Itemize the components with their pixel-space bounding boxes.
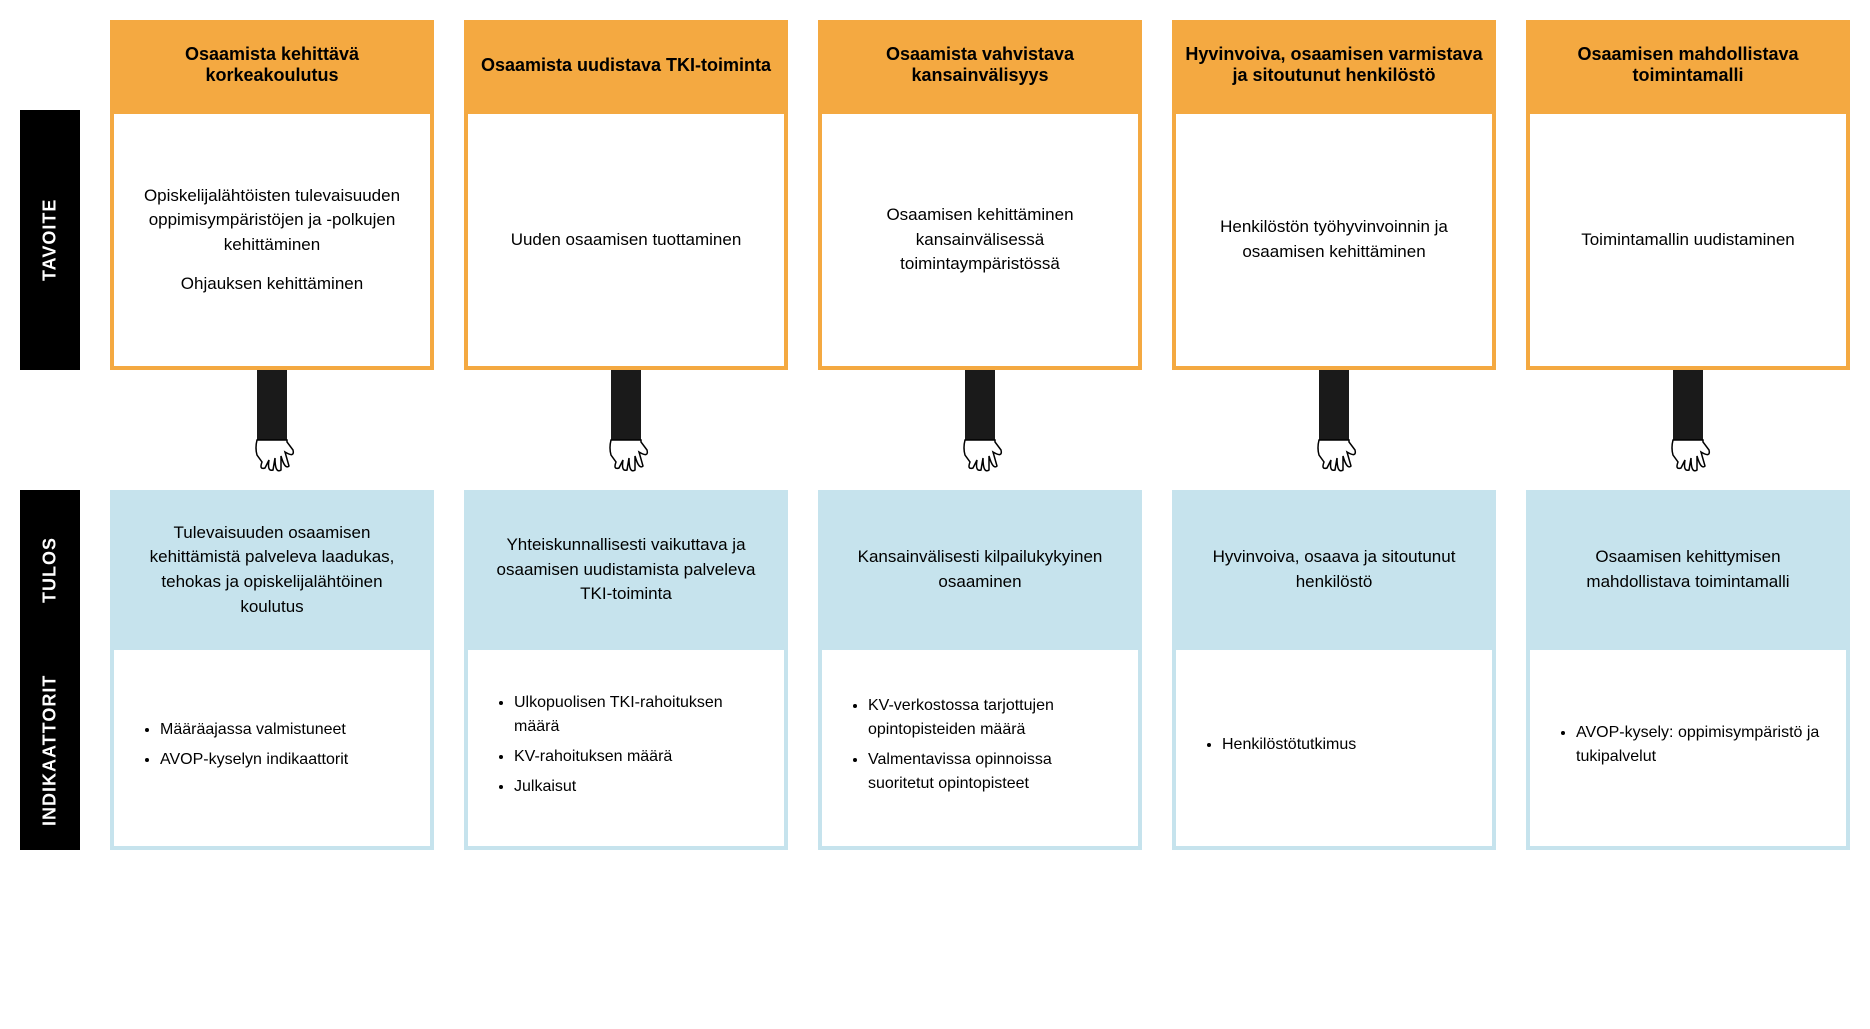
- tulos-col-3: Kansainvälisesti kilpailukykyinen osaami…: [818, 490, 1142, 650]
- hand-arm-icon: [581, 370, 671, 490]
- indicator-list: Henkilöstötutkimus: [1198, 733, 1356, 763]
- tavoite-col-5: Toimintamallin uudistaminen: [1526, 110, 1850, 370]
- header-col-1: Osaamista kehittävä korkeakoulutus: [110, 20, 434, 110]
- tavoite-text: Henkilöstön työhyvinvoinnin ja osaamisen…: [1192, 215, 1476, 264]
- tulos-col-1: Tulevaisuuden osaamisen kehittämistä pal…: [110, 490, 434, 650]
- tavoite-text: Ohjauksen kehittäminen: [181, 272, 363, 297]
- indicator-item: KV-verkostossa tarjottujen opintopisteid…: [868, 694, 1116, 742]
- indikaattorit-col-2: Ulkopuolisen TKI-rahoituksen määrä KV-ra…: [464, 650, 788, 850]
- indicator-list: KV-verkostossa tarjottujen opintopisteid…: [844, 694, 1116, 802]
- connector-col-1: [110, 370, 434, 490]
- corner-spacer: [20, 20, 80, 110]
- tavoite-text: Toimintamallin uudistaminen: [1581, 228, 1795, 253]
- hand-arm-icon: [1643, 370, 1733, 490]
- connector-col-4: [1172, 370, 1496, 490]
- tavoite-col-2: Uuden osaamisen tuottaminen: [464, 110, 788, 370]
- header-col-5: Osaamisen mahdollistava toimintamalli: [1526, 20, 1850, 110]
- connector-spacer: [20, 370, 80, 490]
- row-label-indikaattorit: INDIKAATTORIT: [20, 650, 80, 850]
- indicator-item: Henkilöstötutkimus: [1222, 733, 1356, 757]
- header-col-3: Osaamista vahvistava kansainvälisyys: [818, 20, 1142, 110]
- hand-arm-icon: [935, 370, 1025, 490]
- hand-arm-icon: [227, 370, 317, 490]
- tulos-col-5: Osaamisen kehittymisen mahdollistava toi…: [1526, 490, 1850, 650]
- tavoite-text: Osaamisen kehittäminen kansainvälisessä …: [838, 203, 1122, 277]
- tulos-col-2: Yhteiskunnallisesti vaikuttava ja osaami…: [464, 490, 788, 650]
- indikaattorit-col-5: AVOP-kysely: oppimisympäristö ja tukipal…: [1526, 650, 1850, 850]
- strategy-grid: Osaamista kehittävä korkeakoulutus Osaam…: [20, 20, 1850, 850]
- tavoite-col-3: Osaamisen kehittäminen kansainvälisessä …: [818, 110, 1142, 370]
- header-col-4: Hyvinvoiva, osaamisen varmistava ja sito…: [1172, 20, 1496, 110]
- indicator-item: AVOP-kysely: oppimisympäristö ja tukipal…: [1576, 721, 1824, 769]
- indicator-list: Ulkopuolisen TKI-rahoituksen määrä KV-ra…: [490, 691, 762, 805]
- indikaattorit-col-4: Henkilöstötutkimus: [1172, 650, 1496, 850]
- indicator-item: AVOP-kyselyn indikaattorit: [160, 748, 348, 772]
- tulos-col-4: Hyvinvoiva, osaava ja sitoutunut henkilö…: [1172, 490, 1496, 650]
- indicator-item: KV-rahoituksen määrä: [514, 745, 762, 769]
- indicator-item: Julkaisut: [514, 775, 762, 799]
- connector-col-5: [1526, 370, 1850, 490]
- header-col-2: Osaamista uudistava TKI-toiminta: [464, 20, 788, 110]
- connector-col-2: [464, 370, 788, 490]
- indicator-list: AVOP-kysely: oppimisympäristö ja tukipal…: [1552, 721, 1824, 775]
- indikaattorit-col-1: Määräajassa valmistuneet AVOP-kyselyn in…: [110, 650, 434, 850]
- indicator-item: Määräajassa valmistuneet: [160, 718, 348, 742]
- tavoite-text: Uuden osaamisen tuottaminen: [511, 228, 742, 253]
- row-label-tulos: TULOS: [20, 490, 80, 650]
- indicator-item: Ulkopuolisen TKI-rahoituksen määrä: [514, 691, 762, 739]
- indikaattorit-col-3: KV-verkostossa tarjottujen opintopisteid…: [818, 650, 1142, 850]
- connector-col-3: [818, 370, 1142, 490]
- tavoite-text: Opiskelijalähtöisten tulevaisuuden oppim…: [130, 184, 414, 258]
- tavoite-col-4: Henkilöstön työhyvinvoinnin ja osaamisen…: [1172, 110, 1496, 370]
- indicator-list: Määräajassa valmistuneet AVOP-kyselyn in…: [136, 718, 348, 778]
- indicator-item: Valmentavissa opinnoissa suoritetut opin…: [868, 748, 1116, 796]
- hand-arm-icon: [1289, 370, 1379, 490]
- tavoite-col-1: Opiskelijalähtöisten tulevaisuuden oppim…: [110, 110, 434, 370]
- row-label-tavoite: TAVOITE: [20, 110, 80, 370]
